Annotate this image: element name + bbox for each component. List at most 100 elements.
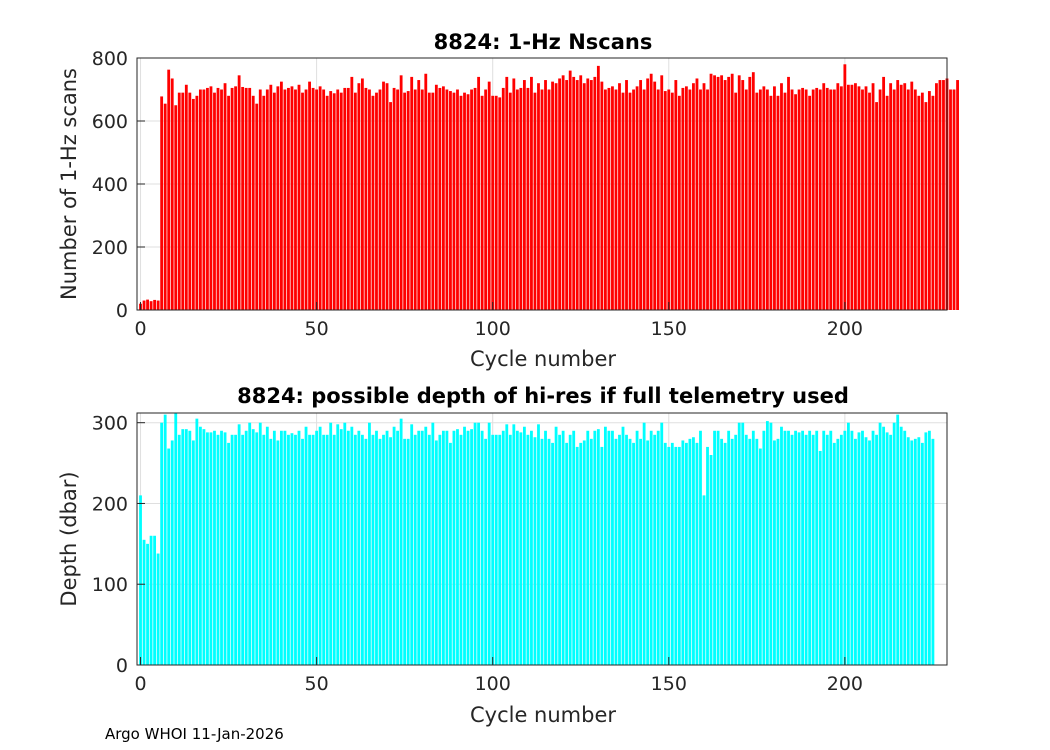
bar [811, 89, 815, 310]
y-tick-label: 400 [92, 174, 128, 196]
bar [501, 430, 505, 665]
bar [695, 442, 699, 665]
bar [339, 92, 343, 311]
bar [480, 95, 484, 310]
bar [892, 422, 896, 665]
bar [892, 89, 896, 310]
bar [392, 87, 396, 311]
bar [692, 437, 695, 665]
bar [910, 440, 914, 665]
bar [674, 446, 678, 665]
bar [773, 86, 776, 310]
bar [660, 422, 664, 665]
bar [163, 414, 167, 665]
bar [283, 89, 287, 310]
y-tick-label: 600 [92, 111, 128, 133]
bar [470, 89, 473, 310]
bar [632, 89, 635, 310]
bar [822, 430, 826, 665]
bar [357, 83, 361, 310]
bar [642, 89, 646, 310]
bar [537, 83, 540, 310]
bar [501, 87, 505, 311]
bar [336, 89, 340, 310]
bar [744, 434, 748, 665]
bar [547, 438, 551, 665]
bar [153, 535, 157, 665]
bar [248, 87, 252, 311]
bar [396, 89, 400, 310]
bar [561, 75, 565, 310]
bar [765, 89, 769, 310]
bar [434, 440, 438, 665]
bar [477, 422, 481, 665]
bar [614, 438, 618, 665]
bar [621, 426, 625, 665]
bar [857, 86, 861, 310]
bar [142, 300, 146, 310]
bar [410, 76, 414, 311]
bar [924, 432, 928, 665]
nscans-chart: 0 50 100 150 200 0 200 400 600 800 8824: 1-Hz Nsc… [57, 30, 959, 371]
bar [406, 438, 410, 665]
bar [846, 422, 850, 665]
bar [667, 89, 671, 310]
bar [191, 98, 195, 310]
bar [653, 81, 657, 311]
bar [942, 80, 945, 310]
bar [459, 95, 463, 310]
bar [589, 80, 593, 310]
bar [804, 89, 808, 310]
bar [769, 95, 773, 310]
bar [861, 89, 864, 310]
bar [896, 80, 900, 310]
bar [688, 438, 692, 665]
bar [466, 94, 470, 310]
bar [836, 83, 840, 310]
bar [424, 73, 428, 310]
bar [815, 87, 819, 311]
bar [508, 434, 512, 665]
bar [522, 426, 526, 665]
bar [822, 83, 826, 310]
bar [854, 83, 857, 310]
bar [360, 434, 364, 665]
bar [276, 86, 280, 310]
bar [378, 89, 382, 310]
bar [850, 430, 854, 665]
bar [403, 438, 407, 665]
bar [325, 95, 329, 310]
bar [656, 89, 660, 310]
bar [776, 438, 780, 665]
bar [804, 434, 808, 665]
bar [371, 95, 375, 310]
bar [304, 89, 308, 310]
bar [441, 86, 445, 310]
depth-axes-frame [136, 412, 948, 666]
bar [227, 442, 230, 665]
bar [818, 89, 822, 310]
bar [734, 92, 738, 311]
bar [325, 434, 329, 665]
bar [294, 434, 297, 665]
bar [156, 553, 160, 665]
bar [375, 92, 378, 311]
bar [582, 440, 586, 665]
bar [575, 446, 579, 665]
bar [730, 438, 734, 665]
bar [244, 87, 248, 311]
bar [198, 89, 202, 310]
bar [515, 430, 519, 665]
bar [463, 426, 466, 665]
bar [385, 83, 389, 310]
bar [487, 81, 491, 311]
bar [279, 81, 283, 311]
bar [223, 432, 227, 665]
bar [558, 434, 562, 665]
bar [917, 95, 921, 310]
bar [191, 440, 195, 665]
bar [628, 438, 632, 665]
bar [385, 430, 389, 665]
bar [382, 434, 385, 665]
